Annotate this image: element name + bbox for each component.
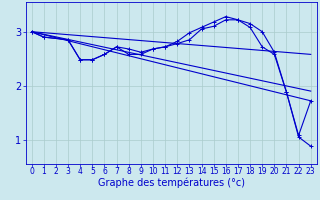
X-axis label: Graphe des températures (°c): Graphe des températures (°c)	[98, 178, 245, 188]
